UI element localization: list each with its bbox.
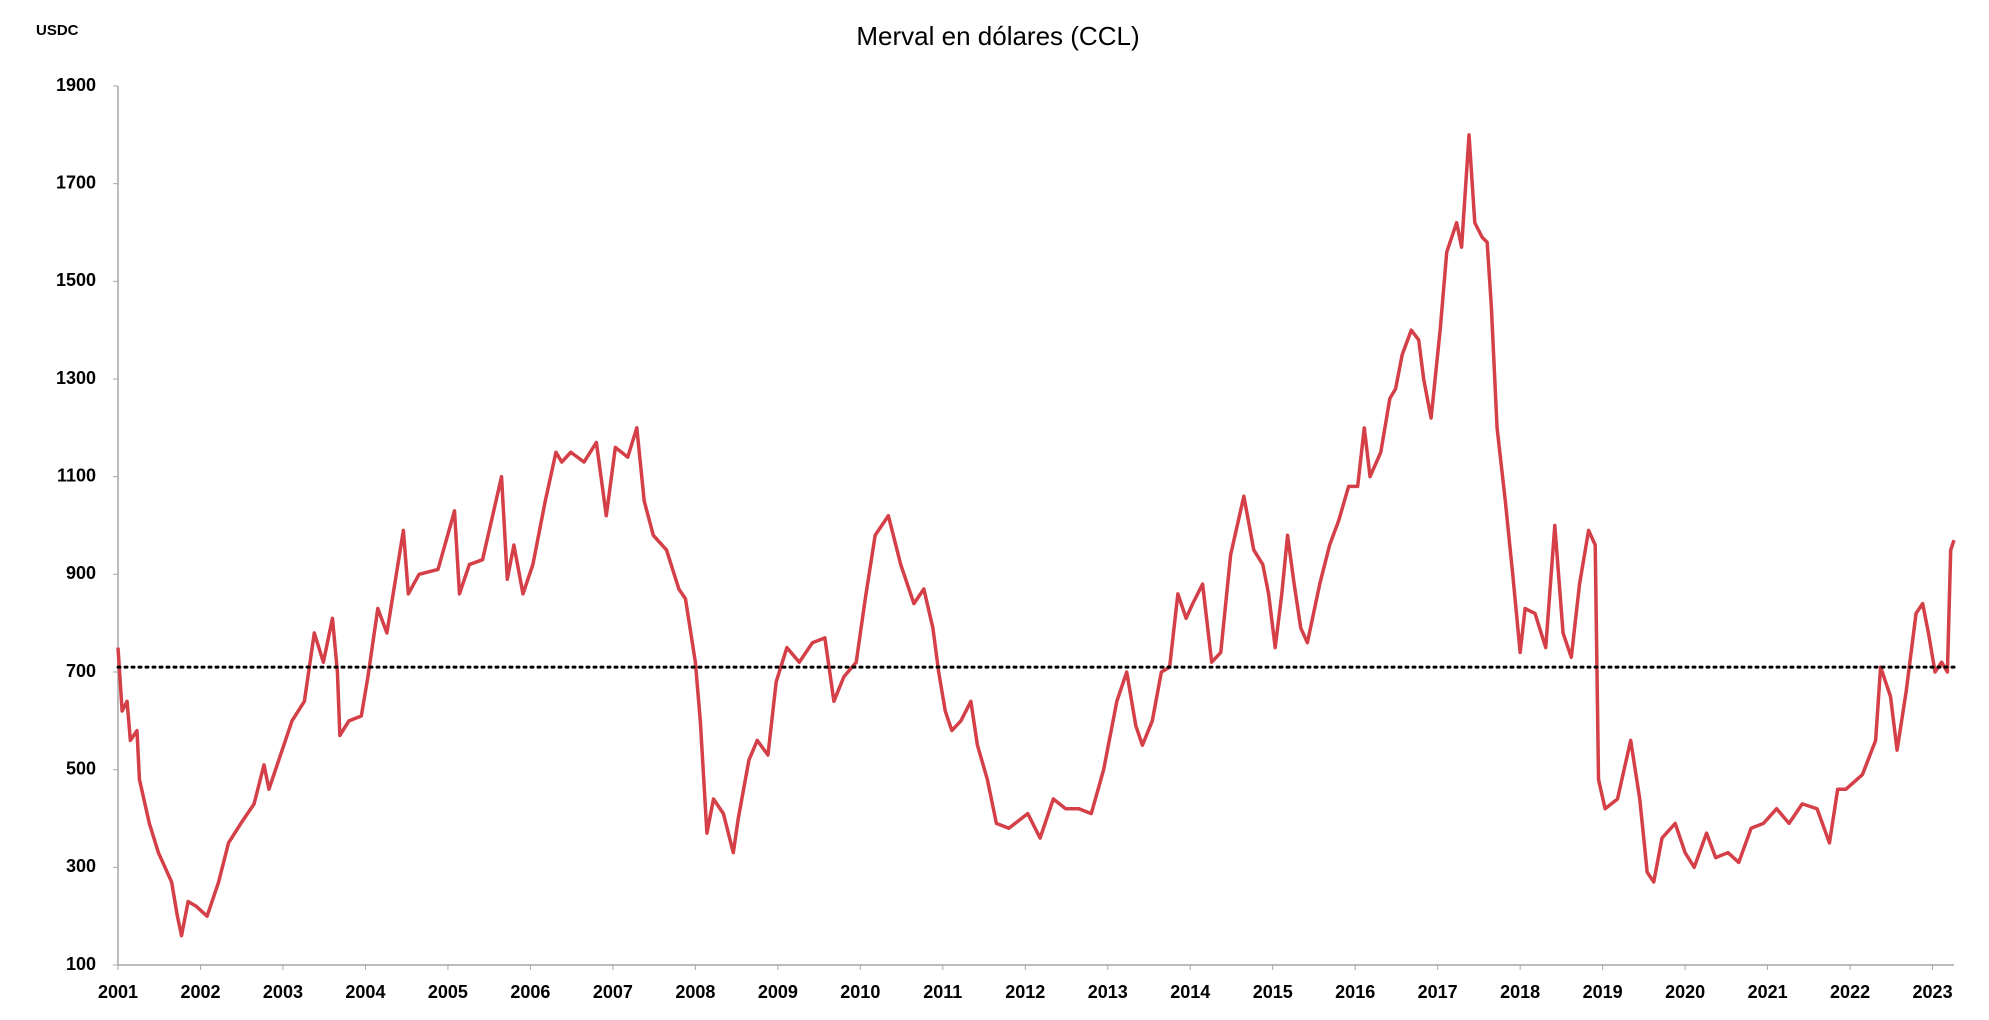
x-tick-label: 2017 (1418, 982, 1458, 1002)
x-tick-label: 2020 (1665, 982, 1705, 1002)
y-tick-label: 1700 (56, 172, 96, 192)
x-tick-label: 2011 (923, 982, 962, 1002)
x-tick-label: 2004 (345, 982, 385, 1002)
y-tick-label: 1900 (56, 75, 96, 95)
x-tick-label: 2014 (1170, 982, 1210, 1002)
x-tick-label: 2008 (675, 982, 715, 1002)
y-tick-label: 500 (66, 758, 96, 778)
y-tick-label: 900 (66, 563, 96, 583)
x-tick-label: 2018 (1500, 982, 1540, 1002)
x-tick-label: 2009 (758, 982, 798, 1002)
x-tick-label: 2022 (1830, 982, 1870, 1002)
x-tick-label: 2002 (180, 982, 220, 1002)
x-tick-label: 2003 (263, 982, 303, 1002)
x-tick-label: 2010 (840, 982, 880, 1002)
y-tick-label: 100 (66, 954, 96, 974)
x-tick-label: 2006 (510, 982, 550, 1002)
y-tick-label: 300 (66, 856, 96, 876)
x-tick-label: 2013 (1088, 982, 1128, 1002)
x-tick-label: 2016 (1335, 982, 1375, 1002)
x-tick-label: 2021 (1748, 982, 1788, 1002)
chart-title: Merval en dólares (CCL) (856, 21, 1139, 51)
x-tick-label: 2015 (1253, 982, 1293, 1002)
y-tick-label: 1300 (56, 368, 96, 388)
x-tick-label: 2019 (1583, 982, 1623, 1002)
x-tick-label: 2001 (98, 982, 138, 1002)
y-tick-label: 1100 (57, 465, 96, 485)
y-axis-unit: USDC (36, 22, 79, 39)
x-tick-label: 2023 (1913, 982, 1953, 1002)
x-tick-label: 2005 (428, 982, 468, 1002)
y-tick-label: 700 (66, 661, 96, 681)
data-line (116, 133, 1956, 938)
y-tick-label: 1500 (56, 270, 96, 290)
x-tick-label: 2012 (1005, 982, 1045, 1002)
x-tick-label: 2007 (593, 982, 633, 1002)
